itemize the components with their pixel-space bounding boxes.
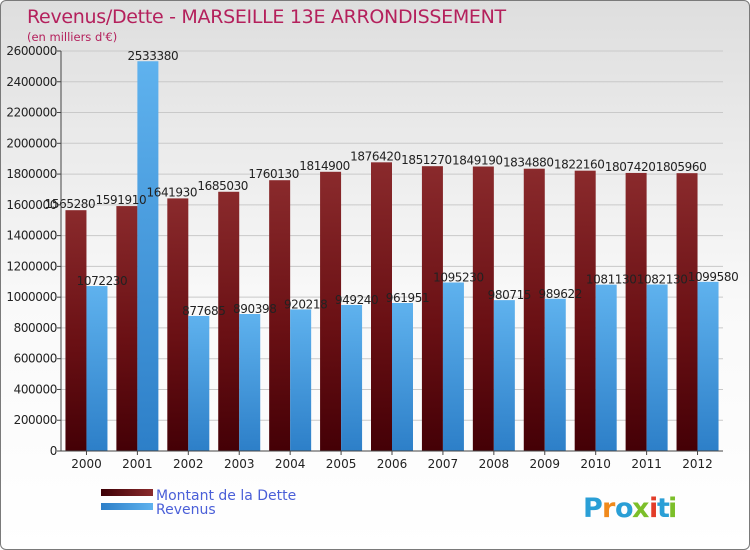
legend-swatch-dette [101, 489, 153, 496]
value-label-revenus: 1081130 [586, 273, 637, 287]
value-label-revenus: 1082130 [637, 273, 688, 287]
x-tick-label: 2010 [580, 457, 611, 471]
value-label-revenus: 949240 [335, 293, 378, 307]
value-label-dette: 1849190 [452, 154, 503, 168]
legend-label-dette: Montant de la Dette [156, 488, 296, 504]
y-tick-label: 1800000 [6, 167, 57, 181]
x-tick-label: 2008 [479, 457, 510, 471]
value-label-revenus: 989622 [539, 287, 582, 301]
value-label-revenus: 890398 [233, 302, 276, 316]
chart-subtitle: (en milliers d'€) [27, 30, 117, 44]
value-label-dette: 1876420 [350, 149, 401, 163]
value-label-revenus: 980715 [488, 288, 531, 302]
bar-revenus [442, 282, 464, 451]
bar-revenus [697, 281, 719, 451]
logo-letter: t [657, 493, 670, 524]
logo-letter: o [615, 493, 634, 524]
legend-swatch-revenus [101, 503, 153, 510]
y-tick-label: 400000 [14, 382, 57, 396]
value-label-dette: 1807420 [605, 160, 656, 174]
bar-revenus [392, 303, 413, 451]
value-label-revenus: 1072230 [77, 274, 128, 288]
value-label-revenus: 1099580 [688, 270, 739, 284]
y-tick-label: 1400000 [6, 229, 57, 243]
value-label-dette: 1565280 [45, 197, 96, 211]
logo-letter: x [632, 493, 649, 524]
bar-revenus [341, 304, 363, 451]
bar-dette [269, 180, 291, 452]
bar-dette [65, 210, 87, 451]
bar-revenus [290, 309, 312, 451]
value-label-dette: 1591910 [96, 193, 147, 207]
value-label-dette: 1641930 [146, 185, 197, 199]
bar-revenus [137, 61, 159, 451]
value-label-revenus: 2533380 [128, 49, 179, 63]
x-tick-label: 2003 [224, 457, 255, 471]
bar-dette [676, 173, 698, 451]
value-label-dette: 1685030 [197, 179, 248, 193]
x-tick-label: 2001 [122, 457, 153, 471]
bar-dette [116, 206, 138, 451]
chart-title: Revenus/Dette - MARSEILLE 13E ARRONDISSE… [27, 6, 507, 28]
logo-letter: r [602, 493, 616, 524]
bar-revenus [86, 286, 108, 451]
bar-revenus [493, 300, 515, 451]
value-label-revenus: 877685 [182, 304, 225, 318]
logo-letter: P [583, 493, 603, 524]
bar-revenus [646, 284, 668, 451]
y-tick-label: 200000 [14, 413, 57, 427]
x-tick-label: 2000 [71, 457, 102, 471]
bar-revenus [595, 284, 617, 451]
x-tick-label: 2011 [631, 457, 662, 471]
x-tick-label: 2006 [377, 457, 408, 471]
value-label-revenus: 961951 [386, 291, 429, 305]
value-label-dette: 1851270 [401, 153, 452, 167]
y-tick-label: 1600000 [6, 198, 57, 212]
value-label-dette: 1834880 [503, 156, 554, 170]
value-label-revenus: 920218 [284, 297, 327, 311]
legend-label-revenus: Revenus [156, 502, 216, 518]
x-tick-label: 2004 [275, 457, 306, 471]
legend: Montant de la Dette Revenus [101, 488, 296, 518]
y-tick-label: 0 [50, 444, 57, 458]
logo-letter: i [649, 493, 658, 524]
y-tick-label: 2200000 [6, 106, 57, 120]
x-tick-label: 2012 [682, 457, 713, 471]
y-tick-label: 2400000 [6, 75, 57, 89]
y-tick-label: 1000000 [6, 290, 57, 304]
y-tick-label: 2600000 [6, 44, 57, 58]
bar-dette [371, 162, 392, 451]
x-tick-label: 2007 [428, 457, 459, 471]
bar-dette [167, 198, 189, 451]
value-label-dette: 1760130 [248, 167, 299, 181]
y-tick-label: 2000000 [6, 136, 57, 150]
bar-revenus [188, 315, 210, 451]
bar-revenus [544, 298, 566, 451]
logo-letter: i [668, 493, 677, 524]
value-label-dette: 1822160 [554, 158, 605, 172]
bar-dette [320, 171, 342, 452]
bar-dette [574, 170, 596, 451]
bar-dette [421, 166, 443, 452]
value-label-revenus: 1095230 [433, 271, 484, 285]
value-label-dette: 1814900 [299, 159, 350, 173]
bar-revenus [239, 314, 261, 451]
bar-dette [472, 166, 494, 452]
bar-dette [523, 168, 545, 452]
y-tick-label: 600000 [14, 352, 57, 366]
x-tick-label: 2002 [173, 457, 204, 471]
x-tick-label: 2005 [326, 457, 357, 471]
bar-dette [625, 172, 647, 452]
y-tick-label: 1200000 [6, 259, 57, 273]
value-label-dette: 1805960 [656, 160, 707, 174]
y-tick-label: 800000 [14, 321, 57, 335]
bar-dette [218, 191, 240, 451]
x-tick-label: 2009 [529, 457, 560, 471]
